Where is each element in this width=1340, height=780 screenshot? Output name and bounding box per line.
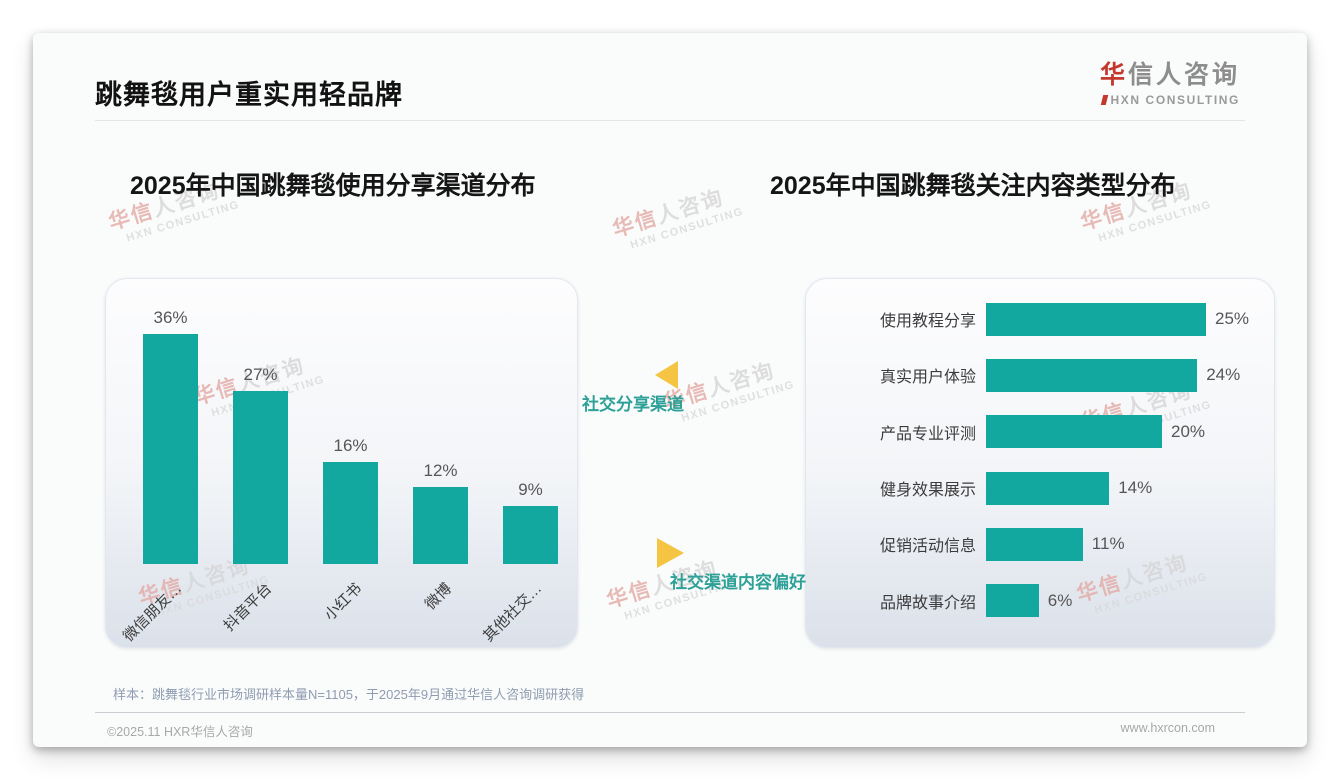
row-bar <box>986 302 1206 336</box>
left-chart-title: 2025年中国跳舞毯使用分享渠道分布 <box>130 172 536 200</box>
logo-cn-text: 华信人咨询 <box>1100 55 1240 91</box>
watermark-accent: 华信 <box>1078 199 1129 235</box>
watermark-rest: 人咨询 <box>705 359 778 402</box>
chart-row: 真实用户体验 24% <box>806 347 1274 403</box>
company-logo: 华信人咨询 HXN CONSULTING <box>1100 55 1240 107</box>
arrow-right-icon <box>657 538 684 568</box>
logo-accent-char: 华 <box>1099 61 1128 89</box>
header-divider <box>95 120 1245 121</box>
row-value-label: 11% <box>1091 534 1125 554</box>
row-value-label: 24% <box>1206 365 1241 385</box>
logo-red-mark-icon <box>1101 95 1109 105</box>
content-type-chart-card: 使用教程分享 25% 真实用户体验 24% 产品专业评测 20% 健身效果展示 14% 促销活动… <box>805 278 1275 648</box>
watermark-accent: 华信 <box>604 577 655 613</box>
row-category-label: 促销活动信息 <box>879 538 976 556</box>
row-value-label: 20% <box>1171 421 1206 441</box>
watermark-en-text: HXN CONSULTING <box>1096 198 1214 245</box>
bar <box>323 461 378 564</box>
vertical-bar-chart: 36% 微信朋友… 27% 抖音平台 16% 小红书 12% 微博 9% 其他社交… <box>106 279 577 647</box>
watermark-en-text: HXN CONSULTING <box>124 198 242 245</box>
logo-subtitle: HXN CONSULTING <box>1110 93 1240 107</box>
copyright-text: ©2025.11 HXR华信人咨询 <box>107 725 253 739</box>
chart-row: 使用教程分享 25% <box>806 291 1274 347</box>
logo-rest-chars: 信人咨询 <box>1127 61 1240 89</box>
chart-row: 促销活动信息 11% <box>806 516 1274 572</box>
row-bar <box>986 415 1162 449</box>
row-bar <box>986 584 1039 618</box>
row-value-label: 14% <box>1118 478 1153 498</box>
content-preference-annotation: 社交渠道内容偏好 <box>670 573 806 592</box>
bar-value-label: 12% <box>423 461 458 481</box>
row-bar <box>986 358 1198 392</box>
logo-en-text: HXN CONSULTING <box>1100 93 1240 107</box>
watermark-en-text: HXN CONSULTING <box>628 205 746 252</box>
chart-row: 健身效果展示 14% <box>806 460 1274 516</box>
bar-value-label: 27% <box>243 365 278 385</box>
watermark-rest: 人咨询 <box>654 186 727 229</box>
arrow-left-icon <box>655 361 678 389</box>
row-bar <box>986 471 1110 505</box>
row-value-label: 25% <box>1215 309 1250 329</box>
chart-row: 品牌故事介绍 6% <box>806 572 1274 628</box>
row-category-label: 健身效果展示 <box>879 482 976 500</box>
watermark-en-text: HXN CONSULTING <box>679 378 797 425</box>
chart-row: 产品专业评测 20% <box>806 404 1274 460</box>
bar <box>413 487 468 564</box>
watermark-accent: 华信 <box>610 206 661 242</box>
bar <box>503 506 558 564</box>
bar-value-label: 9% <box>518 480 543 500</box>
horizontal-bar-chart: 使用教程分享 25% 真实用户体验 24% 产品专业评测 20% 健身效果展示 14% 促销活动… <box>806 279 1274 647</box>
row-value-label: 6% <box>1047 590 1073 610</box>
page-title: 跳舞毯用户重实用轻品牌 <box>95 80 403 110</box>
right-chart-title: 2025年中国跳舞毯关注内容类型分布 <box>770 172 1176 200</box>
bar-value-label: 36% <box>153 307 188 327</box>
share-channel-annotation: 社交分享渠道 <box>582 395 684 414</box>
watermark-cn-text: 华信人咨询 <box>609 177 742 244</box>
footer-divider <box>95 712 1245 713</box>
website-text: www.hxrcon.com <box>1120 721 1215 735</box>
bar-value-label: 16% <box>333 435 368 455</box>
row-category-label: 品牌故事介绍 <box>879 594 976 612</box>
report-slide: 跳舞毯用户重实用轻品牌 华信人咨询 HXN CONSULTING 2025年中国… <box>33 33 1307 747</box>
row-category-label: 使用教程分享 <box>879 313 976 331</box>
bar <box>143 333 198 564</box>
sample-footnote: 样本：跳舞毯行业市场调研样本量N=1105，于2025年9月通过华信人咨询调研获… <box>113 687 585 702</box>
bar <box>233 391 288 564</box>
row-bar <box>986 527 1083 561</box>
row-category-label: 真实用户体验 <box>879 369 976 387</box>
share-channel-chart-card: 36% 微信朋友… 27% 抖音平台 16% 小红书 12% 微博 9% 其他社交… <box>105 278 578 648</box>
row-category-label: 产品专业评测 <box>879 425 976 443</box>
watermark-accent: 华信 <box>106 199 157 235</box>
